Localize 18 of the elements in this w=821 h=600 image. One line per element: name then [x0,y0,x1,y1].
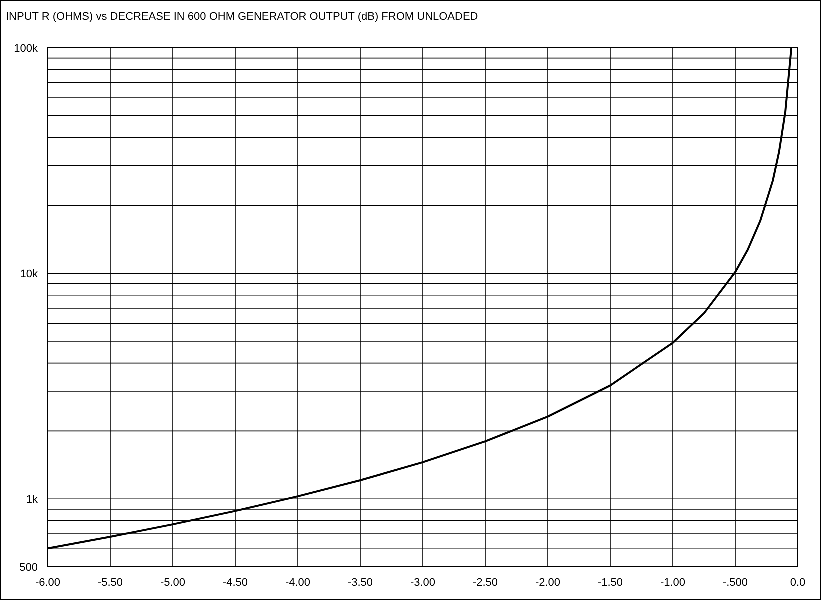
x-tick-label: -5.50 [98,577,124,589]
y-tick-label: 100k [14,43,38,55]
x-tick-label: -5.00 [160,577,186,589]
x-tick-label: -4.50 [222,577,248,589]
x-tick-label: -1.50 [598,577,624,589]
x-tick-label: -4.00 [285,577,311,589]
y-tick-label: 10k [20,268,38,281]
x-tick-label: -6.00 [35,577,61,589]
chart-title: INPUT R (OHMS) vs DECREASE IN 600 OHM GENERATOR OUTPUT (dB) FROM UNLOADED [6,11,478,23]
x-tick-label: -3.00 [410,577,436,589]
x-tick-label: -.500 [722,577,748,589]
x-tick-label: -1.00 [660,577,686,589]
x-tick-label: -2.00 [535,577,561,589]
x-tick-label: 0.0 [790,577,806,589]
x-tick-label: -3.50 [348,577,374,589]
x-tick-label: -2.50 [472,577,498,589]
y-tick-label: 500 [20,562,38,574]
y-tick-label: 1k [26,494,38,506]
